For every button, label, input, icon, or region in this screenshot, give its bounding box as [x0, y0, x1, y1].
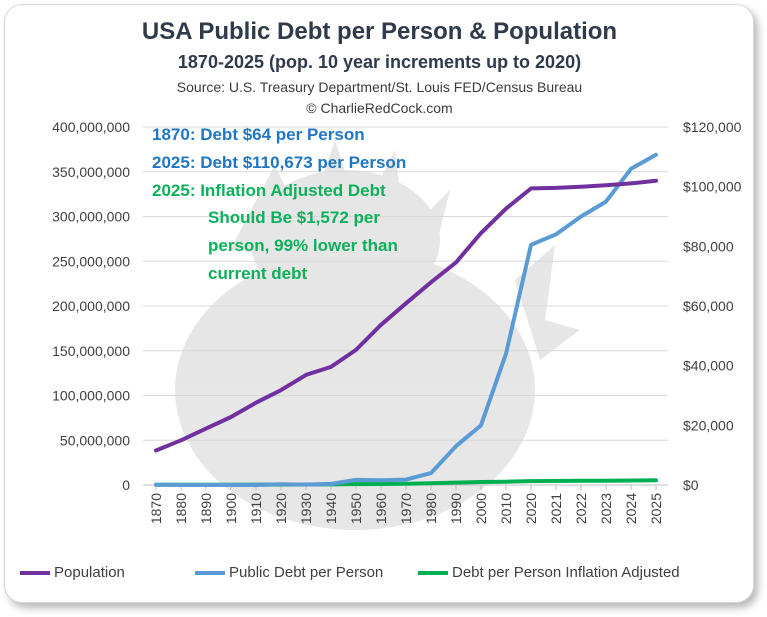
annotation-1870: 1870: Debt $64 per Person: [152, 125, 365, 144]
legend-inflation: Debt per Person Inflation Adjusted: [418, 564, 680, 581]
annotation-inflation-2: Should Be $1,572 per: [208, 208, 380, 227]
left-tick-label: 150,000,000: [52, 343, 130, 359]
right-tick-label: $80,000: [683, 238, 734, 254]
x-tick-label: 2000: [473, 493, 489, 524]
x-tick-label: 1950: [348, 493, 364, 524]
annotation-inflation-4: current debt: [208, 264, 308, 283]
left-axis-ticks: 0 50,000,000 100,000,000 150,000,000 200,000…: [52, 119, 130, 493]
legend-label-inflation: Debt per Person Inflation Adjusted: [452, 564, 680, 581]
left-tick-label: 400,000,000: [52, 119, 130, 135]
legend-population: Population: [20, 564, 125, 581]
right-tick-label: $20,000: [683, 417, 734, 433]
left-tick-label: 250,000,000: [52, 253, 130, 269]
x-tick-label: 1970: [398, 493, 414, 524]
right-tick-label: $60,000: [683, 298, 734, 314]
annotation-inflation-1: 2025: Inflation Adjusted Debt: [152, 181, 386, 200]
x-tick-label: 1920: [273, 493, 289, 524]
copyright-note: © CharlieRedCock.com: [306, 100, 453, 116]
annotation-2025: 2025: Debt $110,673 per Person: [152, 153, 407, 172]
x-tick-label: 1880: [173, 493, 189, 524]
legend-label-population: Population: [54, 564, 125, 581]
chart-subtitle: 1870-2025 (pop. 10 year increments up to…: [177, 52, 582, 72]
legend-swatch-inflation: [418, 570, 448, 575]
x-tick-label: 1900: [223, 493, 239, 524]
right-tick-label: $120,000: [683, 119, 742, 135]
x-tick-label: 2020: [523, 493, 539, 524]
x-tick-label: 2025: [648, 493, 664, 524]
series-line-population: [154, 178, 658, 453]
left-tick-label: 350,000,000: [52, 164, 130, 180]
x-tick-label: 2021: [548, 493, 564, 524]
x-tick-label: 1940: [323, 493, 339, 524]
source-note: Source: U.S. Treasury Department/St. Lou…: [176, 79, 583, 95]
right-tick-label: $40,000: [683, 358, 734, 374]
x-tick-label: 1990: [448, 493, 464, 524]
x-tick-label: 1960: [373, 493, 389, 524]
x-tick-label: 2024: [623, 493, 639, 524]
x-tick-label: 1930: [298, 493, 314, 524]
right-tick-label: $0: [683, 477, 699, 493]
annotation-inflation-3: person, 99% lower than: [208, 236, 398, 255]
x-tick-label: 1980: [423, 493, 439, 524]
right-tick-label: $100,000: [683, 179, 742, 195]
x-tick-label: 1890: [198, 493, 214, 524]
x-tick-label: 2022: [573, 493, 589, 524]
legend-swatch-debt: [195, 570, 225, 575]
chart-frame: [4, 4, 754, 603]
left-tick-label: 200,000,000: [52, 298, 130, 314]
x-tick-label: 2023: [598, 493, 614, 524]
x-tick-label: 1870: [148, 493, 164, 524]
x-tick-label: 1910: [248, 493, 264, 524]
chart-title: USA Public Debt per Person & Population: [141, 18, 618, 45]
x-tick-label: 2010: [498, 493, 514, 524]
left-tick-label: 100,000,000: [52, 388, 130, 404]
legend-swatch-population: [20, 570, 50, 575]
legend-label-debt: Public Debt per Person: [229, 564, 384, 581]
left-tick-label: 300,000,000: [52, 209, 130, 225]
series-lines: [154, 152, 658, 487]
left-tick-label: 50,000,000: [60, 432, 130, 448]
legend-debt: Public Debt per Person: [195, 564, 383, 581]
series-line-public-debt-per-person: [154, 152, 658, 487]
x-axis-ticks: 1870 1880 1890 1900 1910 1920 1930 1940 1950 1960…: [148, 485, 664, 524]
left-tick-label: 0: [122, 477, 130, 493]
right-axis-ticks: $0 $20,000 $40,000 $60,000 $80,000 $100,000 $1…: [683, 119, 742, 493]
